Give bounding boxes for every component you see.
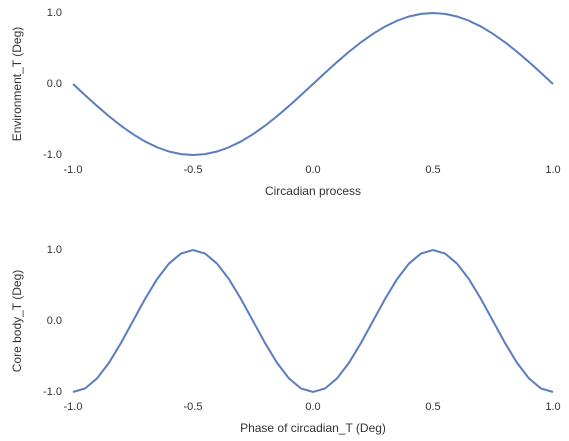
y-tick-label: 0.0: [47, 78, 62, 90]
y-tick-label: 0.0: [47, 315, 62, 327]
x-tick-label: 0.0: [305, 401, 320, 413]
x-tick-label: -0.5: [184, 164, 203, 176]
x-tick-label: 1.0: [545, 164, 560, 176]
x-tick-label: 1.0: [545, 401, 560, 413]
line: [72, 11, 554, 157]
y-axis-label: Core body_T (Deg): [10, 270, 24, 373]
x-axis-label: Circadian process: [265, 184, 361, 198]
line: [72, 248, 554, 394]
y-tick-label: -1.0: [43, 149, 62, 161]
y-axis-label: Environment_T (Deg): [10, 27, 24, 142]
y-tick-label: 1.0: [47, 244, 62, 256]
x-tick-label: -1.0: [64, 164, 83, 176]
x-tick-label: 0.0: [305, 164, 320, 176]
x-axis-label: Phase of circadian_T (Deg): [240, 421, 386, 435]
y-tick-label: 1.0: [47, 7, 62, 19]
x-tick-label: 0.5: [425, 401, 440, 413]
x-tick-label: -1.0: [64, 401, 83, 413]
x-tick-label: 0.5: [425, 164, 440, 176]
y-tick-label: -1.0: [43, 386, 62, 398]
x-tick-label: -0.5: [184, 401, 203, 413]
